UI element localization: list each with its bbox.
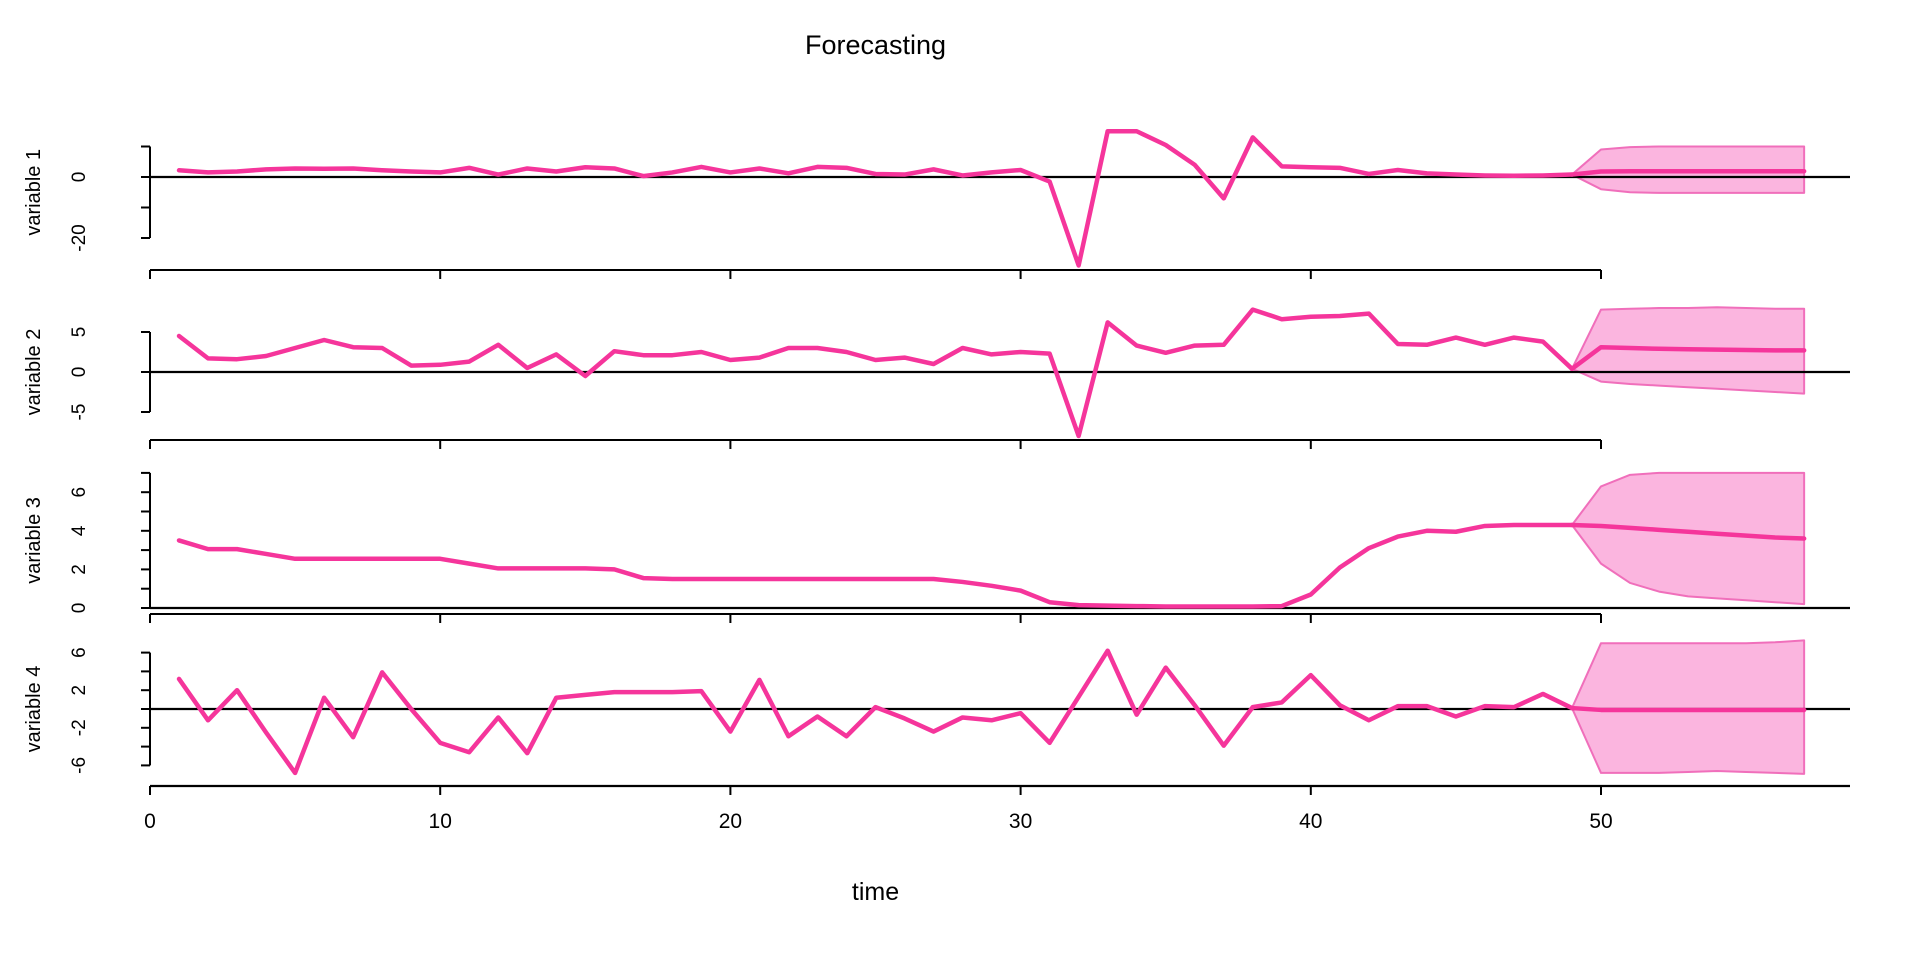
y-axis-label-variable-1: variable 1 (23, 149, 45, 236)
page-title: Forecasting (804, 30, 947, 60)
x-tick-label-40: 40 (1299, 810, 1322, 833)
y-axis-label-variable-2: variable 2 (23, 329, 45, 416)
y-tick-label-variable-4: -2 (69, 719, 90, 736)
y-tick-label-variable-3: 2 (69, 564, 90, 575)
y-tick-label-variable-3: 6 (69, 487, 90, 498)
y-tick-label-variable-3: 4 (69, 525, 90, 536)
observed-line-variable-4 (176, 648, 1575, 776)
x-tick-label-50: 50 (1589, 810, 1612, 833)
x-axis-title: time (851, 878, 900, 906)
y-axis-label-variable-3: variable 3 (23, 497, 45, 584)
y-tick-label-variable-2: -5 (69, 404, 90, 421)
y-tick-label-variable-4: 6 (69, 647, 90, 658)
observed-line-variable-1 (176, 129, 1575, 268)
y-tick-label-variable-2: 5 (69, 327, 90, 338)
y-tick-label-variable-1: 0 (69, 172, 90, 183)
y-tick-label-variable-4: -6 (69, 757, 90, 774)
forecast-band-variable-4 (1570, 639, 1806, 775)
forecast-mean-variable-4 (1569, 705, 1807, 713)
x-tick-label-30: 30 (1009, 810, 1032, 833)
x-tick-label-10: 10 (429, 810, 452, 833)
observed-line-variable-3 (176, 522, 1575, 609)
forecast-mean-variable-2 (1569, 344, 1807, 372)
y-tick-label-variable-2: 0 (69, 367, 90, 378)
y-tick-label-variable-4: 2 (69, 685, 90, 696)
y-axis-label-variable-4: variable 4 (23, 666, 45, 753)
y-tick-label-variable-1: -20 (69, 224, 90, 251)
forecast-mean-variable-1 (1569, 168, 1807, 177)
observed-line-variable-2 (176, 307, 1575, 439)
y-tick-label-variable-3: 0 (69, 603, 90, 614)
x-tick-label-20: 20 (719, 810, 742, 833)
forecast-mean-variable-3 (1569, 522, 1807, 541)
x-tick-label-0: 0 (144, 810, 156, 833)
